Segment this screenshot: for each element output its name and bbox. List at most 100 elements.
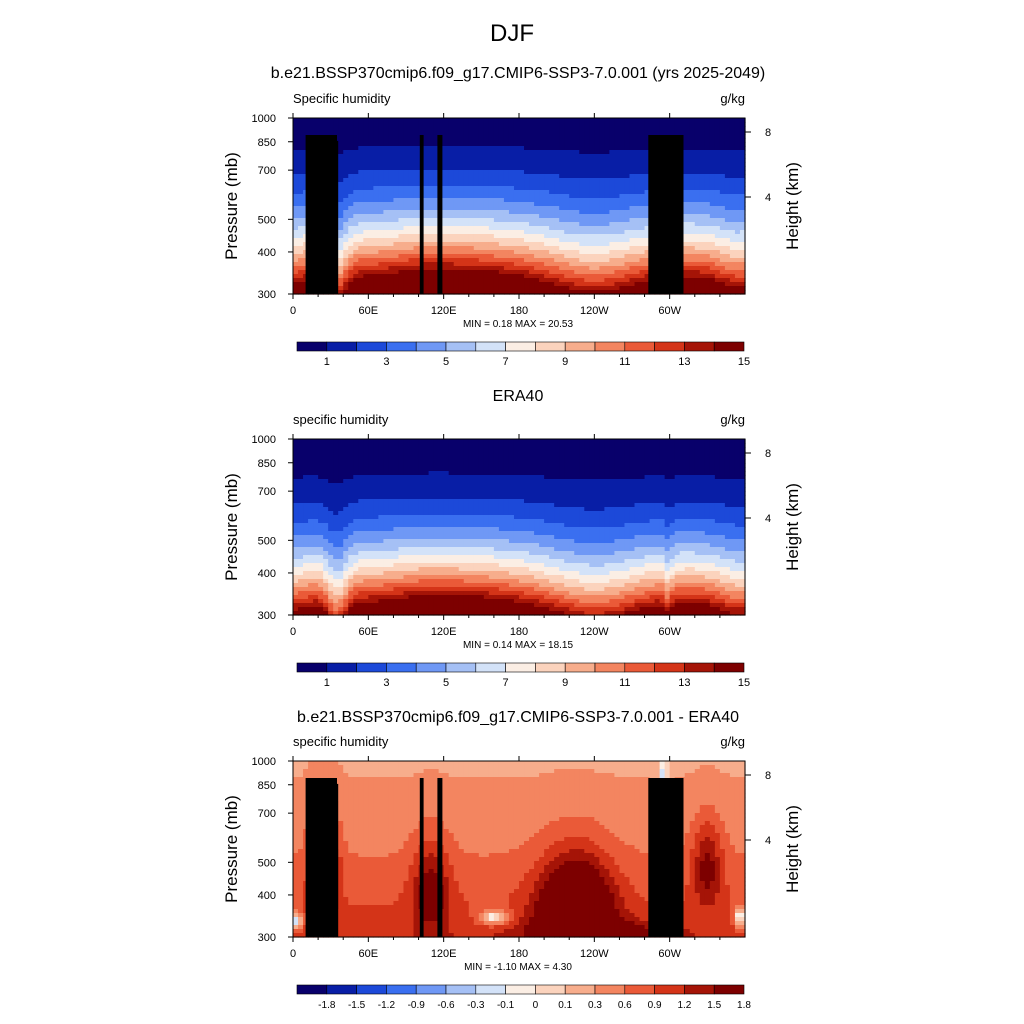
field-cell bbox=[634, 471, 641, 476]
field-cell bbox=[473, 186, 480, 191]
field-cell bbox=[298, 451, 304, 456]
field-cell bbox=[649, 118, 656, 123]
field-cell bbox=[569, 238, 575, 243]
field-cell bbox=[619, 202, 626, 207]
field-cell bbox=[624, 475, 631, 480]
field-cell bbox=[569, 226, 575, 231]
field-cell bbox=[709, 166, 716, 171]
field-cell bbox=[579, 278, 585, 283]
field-cell bbox=[348, 138, 354, 143]
colorbar-label: 11 bbox=[619, 356, 630, 368]
field-cell bbox=[719, 447, 726, 452]
field-cell bbox=[574, 455, 580, 460]
field-cell bbox=[609, 286, 616, 291]
field-cell bbox=[639, 455, 646, 460]
field-cell bbox=[544, 158, 550, 163]
field-cell bbox=[579, 443, 585, 448]
field-cell bbox=[664, 126, 671, 131]
field-cell bbox=[639, 190, 646, 195]
field-cell bbox=[519, 479, 525, 484]
field-cell bbox=[368, 158, 374, 163]
field-cell bbox=[458, 266, 465, 271]
field-cell bbox=[433, 158, 440, 163]
field-cell bbox=[549, 186, 555, 191]
field-cell bbox=[714, 447, 721, 452]
field-cell bbox=[388, 463, 395, 468]
field-cell bbox=[338, 222, 344, 227]
field-cell bbox=[609, 210, 616, 215]
field-cell bbox=[453, 242, 460, 247]
field-cell bbox=[378, 218, 384, 223]
field-cell bbox=[729, 274, 736, 279]
field-cell bbox=[373, 479, 379, 484]
field-cell bbox=[428, 282, 435, 287]
field-cell bbox=[428, 222, 435, 227]
field-cell bbox=[403, 258, 410, 263]
field-cell bbox=[293, 218, 299, 223]
field-cell bbox=[508, 479, 515, 484]
field-cell bbox=[729, 162, 736, 167]
field-cell bbox=[293, 158, 299, 163]
field-cell bbox=[353, 439, 359, 444]
field-cell bbox=[634, 146, 641, 151]
field-cell bbox=[473, 202, 480, 207]
field-cell bbox=[724, 222, 731, 227]
field-cell bbox=[513, 258, 520, 263]
field-cell bbox=[624, 174, 631, 179]
field-cell bbox=[699, 138, 706, 143]
field-cell bbox=[503, 130, 510, 135]
field-cell bbox=[498, 262, 505, 267]
field-cell bbox=[378, 262, 384, 267]
field-cell bbox=[408, 443, 415, 448]
field-cell bbox=[363, 158, 369, 163]
field-cell bbox=[589, 463, 595, 468]
field-cell bbox=[493, 126, 500, 131]
field-cell bbox=[378, 282, 384, 287]
field-cell bbox=[463, 166, 470, 171]
field-cell bbox=[483, 138, 490, 143]
field-cell bbox=[694, 174, 701, 179]
field-cell bbox=[383, 158, 390, 163]
field-cell bbox=[368, 282, 374, 287]
field-cell bbox=[303, 475, 309, 480]
field-cell bbox=[649, 471, 656, 476]
field-cell bbox=[579, 214, 585, 219]
field-cell bbox=[564, 190, 570, 195]
field-cell bbox=[614, 178, 621, 183]
field-cell bbox=[669, 455, 676, 460]
field-cell bbox=[338, 479, 344, 484]
field-cell bbox=[358, 126, 364, 131]
field-cell bbox=[614, 218, 621, 223]
field-cell bbox=[539, 182, 545, 187]
field-cell bbox=[463, 282, 470, 287]
field-cell bbox=[453, 218, 460, 223]
field-cell bbox=[328, 126, 334, 131]
field-cell bbox=[443, 142, 450, 147]
field-cell bbox=[619, 258, 626, 263]
field-cell bbox=[313, 443, 319, 448]
field-cell bbox=[383, 134, 390, 139]
field-cell bbox=[433, 210, 440, 215]
field-cell bbox=[423, 170, 430, 175]
field-cell bbox=[413, 479, 420, 484]
field-cell bbox=[564, 242, 570, 247]
min-max-label: MIN = 0.18 MAX = 20.53 bbox=[463, 319, 573, 330]
field-cell bbox=[363, 190, 369, 195]
field-cell bbox=[293, 210, 299, 215]
field-cell bbox=[644, 194, 651, 199]
field-cell bbox=[353, 274, 359, 279]
field-cell bbox=[463, 194, 470, 199]
field-cell bbox=[428, 142, 435, 147]
field-cell bbox=[729, 230, 736, 235]
field-cell bbox=[554, 206, 560, 211]
field-cell bbox=[393, 290, 400, 295]
field-cell bbox=[619, 146, 626, 151]
field-cell bbox=[644, 190, 651, 195]
field-cell bbox=[358, 206, 364, 211]
field-cell bbox=[453, 266, 460, 271]
field-cell bbox=[338, 439, 344, 444]
field-cell bbox=[714, 206, 721, 211]
field-cell bbox=[298, 475, 304, 480]
field-cell bbox=[333, 467, 339, 472]
field-cell bbox=[498, 182, 505, 187]
